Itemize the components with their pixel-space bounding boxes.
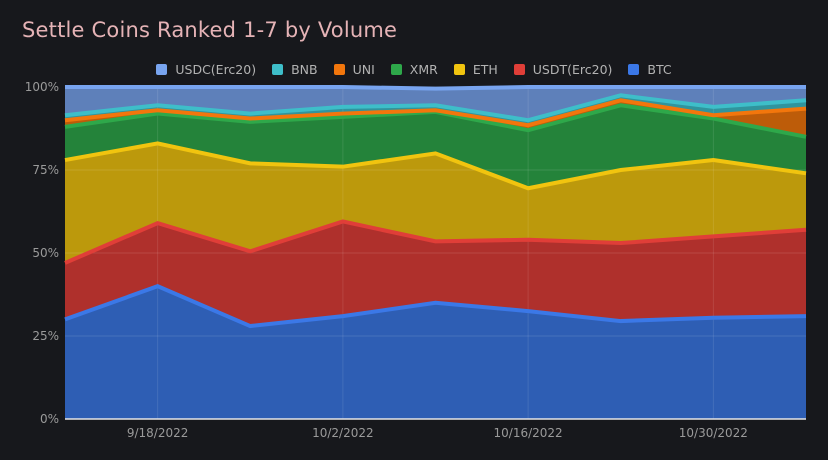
legend-item-btc[interactable]: BTC	[628, 61, 672, 77]
chart-title: Settle Coins Ranked 1-7 by Volume	[22, 18, 398, 42]
legend-item-bnb[interactable]: BNB	[272, 62, 318, 77]
line-usdt-erc20	[64, 219, 807, 265]
y-tick-label: 25%	[32, 329, 59, 343]
area-eth	[65, 143, 806, 263]
legend-swatch	[333, 63, 345, 75]
legend-label: XMR	[409, 61, 438, 77]
legend-swatch	[628, 63, 640, 75]
legend-label: USDC(Erc20)	[175, 61, 257, 77]
legend-label: UNI	[352, 61, 375, 77]
legend-item-eth[interactable]: ETH	[453, 61, 498, 77]
legend-item-xmr[interactable]: XMR	[390, 61, 438, 77]
y-tick-label: 50%	[32, 246, 59, 260]
y-tick-label: 75%	[32, 163, 59, 177]
x-tick-label: 10/2/2022	[312, 426, 374, 440]
y-tick-label: 100%	[25, 80, 59, 94]
x-tick-label: 10/30/2022	[679, 426, 748, 440]
line-uni	[64, 98, 807, 128]
line-usdc-erc20	[65, 85, 806, 91]
x-tick-label: 10/16/2022	[494, 426, 563, 440]
legend-label: BNB	[291, 61, 318, 77]
chart-legend: USDC(Erc20) BNB UNI XMR ETH USDT(Erc20) BTC	[0, 59, 828, 79]
line-eth	[64, 141, 807, 191]
legend-item-uni[interactable]: UNI	[333, 61, 375, 77]
area-usdt-erc20	[65, 221, 806, 327]
legend-label: BTC	[647, 61, 672, 77]
legend-swatch	[156, 63, 168, 75]
legend-swatch	[390, 63, 402, 75]
area-btc	[65, 286, 806, 419]
legend-label: USDT(Erc20)	[532, 61, 613, 77]
line-btc	[64, 284, 807, 329]
legend-label: ETH	[472, 61, 498, 77]
line-bnb	[64, 93, 807, 123]
area-xmr	[65, 105, 806, 189]
legend-item-usdc-erc20[interactable]: USDC(Erc20)	[156, 62, 256, 77]
legend-swatch	[272, 63, 284, 75]
legend-swatch	[513, 63, 525, 75]
y-tick-label: 0%	[40, 412, 59, 426]
legend-item-usdt-erc20[interactable]: USDT(Erc20)	[513, 61, 613, 77]
x-tick-label: 9/18/2022	[127, 426, 189, 440]
legend-swatch	[453, 63, 465, 75]
